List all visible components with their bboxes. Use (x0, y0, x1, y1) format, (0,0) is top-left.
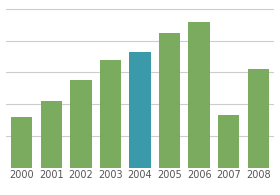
Bar (41, 101, 62, 168)
Bar (70, 80, 92, 168)
Bar (248, 69, 269, 168)
Bar (188, 22, 210, 168)
Bar (159, 33, 180, 168)
Bar (218, 115, 239, 168)
Bar (100, 60, 121, 168)
Bar (129, 52, 151, 168)
Bar (11, 117, 32, 168)
